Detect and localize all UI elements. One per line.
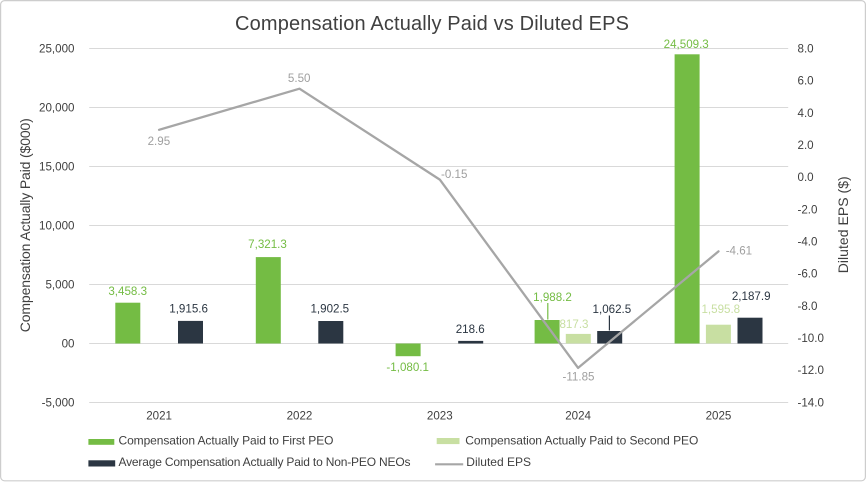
svg-text:-4.0: -4.0 (798, 236, 818, 249)
svg-text:24,509.3: 24,509.3 (664, 38, 709, 51)
svg-text:0.0: 0.0 (798, 171, 814, 184)
svg-text:1,062.5: 1,062.5 (593, 303, 632, 316)
svg-text:1,595.8: 1,595.8 (701, 303, 740, 316)
svg-text:2.95: 2.95 (148, 135, 171, 148)
svg-text:20,000: 20,000 (39, 102, 74, 115)
svg-text:-5,000: -5,000 (42, 397, 75, 410)
svg-text:25,000: 25,000 (39, 43, 74, 56)
svg-text:-6.0: -6.0 (798, 268, 818, 281)
svg-text:Compensation Actually Paid ($0: Compensation Actually Paid ($000) (17, 118, 33, 332)
svg-text:817.3: 817.3 (559, 318, 588, 331)
svg-text:Compensation Actually Paid to: Compensation Actually Paid to First PEO (119, 434, 334, 448)
svg-text:-14.0: -14.0 (798, 396, 824, 409)
svg-text:-1,080.1: -1,080.1 (386, 361, 429, 374)
svg-text:2023: 2023 (427, 409, 453, 422)
svg-text:15,000: 15,000 (39, 161, 74, 174)
svg-text:1,988.2: 1,988.2 (533, 291, 572, 304)
svg-text:00: 00 (62, 338, 75, 351)
svg-text:5.50: 5.50 (288, 72, 311, 85)
svg-text:8.0: 8.0 (798, 43, 814, 56)
svg-text:-2.0: -2.0 (798, 203, 818, 216)
svg-text:2,187.9: 2,187.9 (732, 290, 771, 303)
svg-text:-11.85: -11.85 (562, 370, 594, 383)
svg-text:Compensation Actually Paid vs: Compensation Actually Paid vs Diluted EP… (235, 13, 629, 35)
svg-text:2022: 2022 (287, 409, 313, 422)
svg-text:-12.0: -12.0 (798, 364, 824, 377)
svg-text:-4.61: -4.61 (726, 244, 752, 257)
svg-text:2024: 2024 (565, 409, 591, 422)
svg-text:-0.15: -0.15 (441, 168, 467, 181)
svg-text:1,902.5: 1,902.5 (310, 303, 349, 316)
svg-text:Diluted EPS ($): Diluted EPS ($) (835, 176, 851, 273)
svg-text:Compensation Actually Paid to: Compensation Actually Paid to Second PEO (465, 434, 698, 448)
svg-text:4.0: 4.0 (798, 107, 814, 120)
svg-text:2.0: 2.0 (798, 139, 814, 152)
svg-text:5,000: 5,000 (45, 279, 74, 292)
svg-text:Diluted EPS: Diluted EPS (466, 455, 531, 469)
svg-text:2025: 2025 (706, 409, 732, 422)
svg-text:6.0: 6.0 (798, 75, 814, 88)
svg-text:1,915.6: 1,915.6 (169, 303, 208, 316)
svg-text:218.6: 218.6 (456, 323, 485, 336)
svg-text:10,000: 10,000 (39, 220, 74, 233)
svg-text:2021: 2021 (146, 409, 172, 422)
svg-text:-8.0: -8.0 (798, 300, 818, 313)
svg-text:-10.0: -10.0 (798, 332, 824, 345)
svg-text:Average Compensation Actually: Average Compensation Actually Paid to No… (119, 455, 411, 469)
svg-text:7,321.3: 7,321.3 (248, 238, 287, 251)
svg-text:3,458.3: 3,458.3 (108, 285, 147, 298)
